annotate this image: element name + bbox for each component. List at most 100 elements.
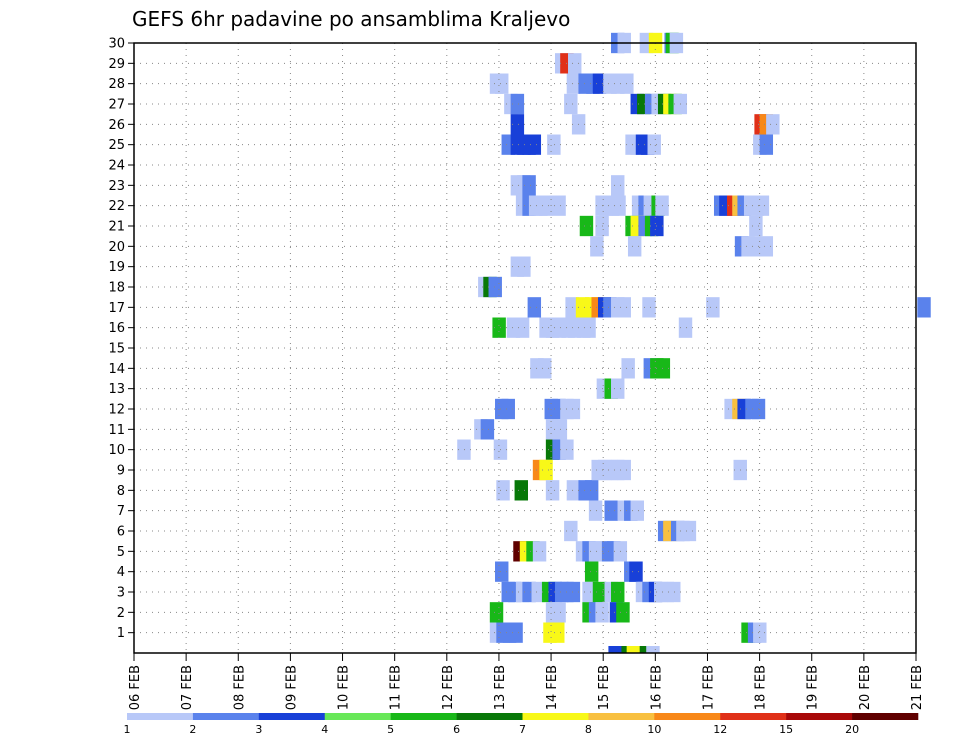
colorbar-label: 10 [647, 723, 661, 736]
colorbar-swatch [786, 713, 853, 720]
heatmap-cell [489, 602, 504, 623]
colorbar-swatch [522, 713, 589, 720]
heatmap-cell [917, 297, 931, 318]
heatmap-cell [551, 622, 565, 643]
colorbar-label: 4 [321, 723, 328, 736]
heatmap-cell [517, 256, 531, 277]
x-tick-label: 15 FEB [597, 665, 612, 710]
y-tick-label: 23 [108, 179, 125, 194]
heatmap-cell [604, 500, 618, 521]
y-tick-label: 4 [117, 565, 125, 580]
x-tick-label: 21 FEB [910, 665, 925, 710]
heatmap-cell [538, 358, 552, 379]
x-tick-label: 16 FEB [649, 665, 664, 710]
x-tick-label: 10 FEB [337, 665, 352, 710]
heatmap-cell [759, 236, 774, 257]
x-tick-label: 18 FEB [754, 665, 769, 710]
heatmap-cell [495, 73, 509, 94]
heatmap-cell [582, 581, 596, 603]
heatmap-cell [488, 276, 502, 298]
cells-layer [457, 32, 931, 653]
chart-title: GEFS 6hr padavine po ansamblima Kraljevo [132, 7, 570, 31]
heatmap-cell [611, 581, 625, 603]
heatmap-cell [617, 459, 631, 481]
y-tick-label: 22 [108, 199, 125, 214]
y-tick-label: 30 [108, 37, 125, 52]
heatmap-cell [510, 93, 525, 115]
heatmap-cell [566, 480, 581, 501]
heatmap-cell [514, 480, 528, 501]
colorbar-label: 15 [779, 723, 793, 736]
colorbar: 1 2 3 4 5 6 7 8 10 12 15 20 [124, 713, 919, 736]
y-tick-label: 14 [108, 362, 125, 377]
heatmap-cell [755, 195, 770, 216]
y-tick-label: 25 [108, 138, 125, 153]
heatmap-cell [564, 520, 578, 542]
heatmap-cell [539, 195, 553, 216]
colorbar-swatch [390, 713, 457, 720]
heatmap-cell [532, 541, 547, 562]
x-tick-label: 12 FEB [441, 665, 456, 710]
heatmap-cell [568, 53, 582, 74]
y-tick-label: 29 [108, 57, 125, 72]
colorbar-swatch [324, 713, 391, 720]
heatmap-cell [545, 480, 560, 501]
y-tick-label: 27 [108, 98, 125, 113]
heatmap-cell [759, 134, 774, 155]
y-tick-label: 9 [117, 464, 125, 479]
colorbar-swatch [654, 713, 721, 720]
heatmap-cell [564, 93, 578, 115]
colorbar-label: 8 [585, 723, 592, 736]
x-tick-label: 07 FEB [180, 665, 195, 710]
heatmap-cell [616, 602, 630, 623]
heatmap-cell [492, 317, 506, 338]
heatmap-cell [592, 581, 607, 603]
heatmap-cell [527, 134, 542, 155]
heatmap-cell [629, 561, 643, 582]
heatmap-cell [480, 419, 495, 440]
heatmap-cell [749, 215, 763, 237]
colorbar-swatch [127, 713, 194, 720]
heatmap-cell [582, 317, 596, 338]
heatmap-cell [566, 581, 581, 603]
colorbar-label: 7 [519, 723, 526, 736]
heatmap-cell [621, 358, 635, 379]
heatmap-cell [678, 317, 693, 338]
y-tick-label: 13 [108, 382, 125, 397]
x-tick-label: 20 FEB [858, 665, 873, 710]
y-tick-label: 26 [108, 118, 125, 133]
colorbar-swatch [258, 713, 326, 720]
colorbar-swatch [456, 713, 523, 720]
y-tick-label: 19 [108, 260, 125, 275]
colorbar-label: 2 [189, 723, 196, 736]
heatmap-cell [766, 114, 780, 135]
heatmap-cell [515, 317, 530, 338]
heatmap-cell [592, 73, 607, 94]
colorbar-label: 5 [387, 723, 394, 736]
heatmap-cell [627, 236, 642, 257]
heatmap-cell [647, 134, 661, 155]
y-tick-label: 20 [108, 240, 125, 255]
colorbar-swatch [192, 713, 260, 720]
heatmap-cell [566, 73, 581, 94]
colorbar-swatch [588, 713, 655, 720]
y-tick-label: 3 [117, 586, 125, 601]
heatmap-cell [747, 236, 762, 257]
colorbar-label: 20 [845, 723, 859, 736]
y-tick-label: 6 [117, 525, 125, 540]
x-tick-label: 11 FEB [389, 665, 404, 710]
heatmap-cell [706, 297, 720, 318]
heatmap-cell [646, 646, 660, 653]
heatmap-cell [579, 215, 594, 237]
x-tick-label: 09 FEB [284, 665, 299, 710]
x-tick-label: 08 FEB [232, 665, 247, 710]
x-tick-label: 14 FEB [545, 665, 560, 710]
heatmap-cell [457, 439, 471, 460]
heatmap-cell [753, 622, 767, 643]
y-tick-label: 17 [108, 301, 125, 316]
colorbar-swatch [720, 713, 787, 720]
x-tick-label: 17 FEB [701, 665, 716, 710]
y-tick-label: 10 [108, 443, 125, 458]
heatmap-cell [656, 358, 671, 379]
